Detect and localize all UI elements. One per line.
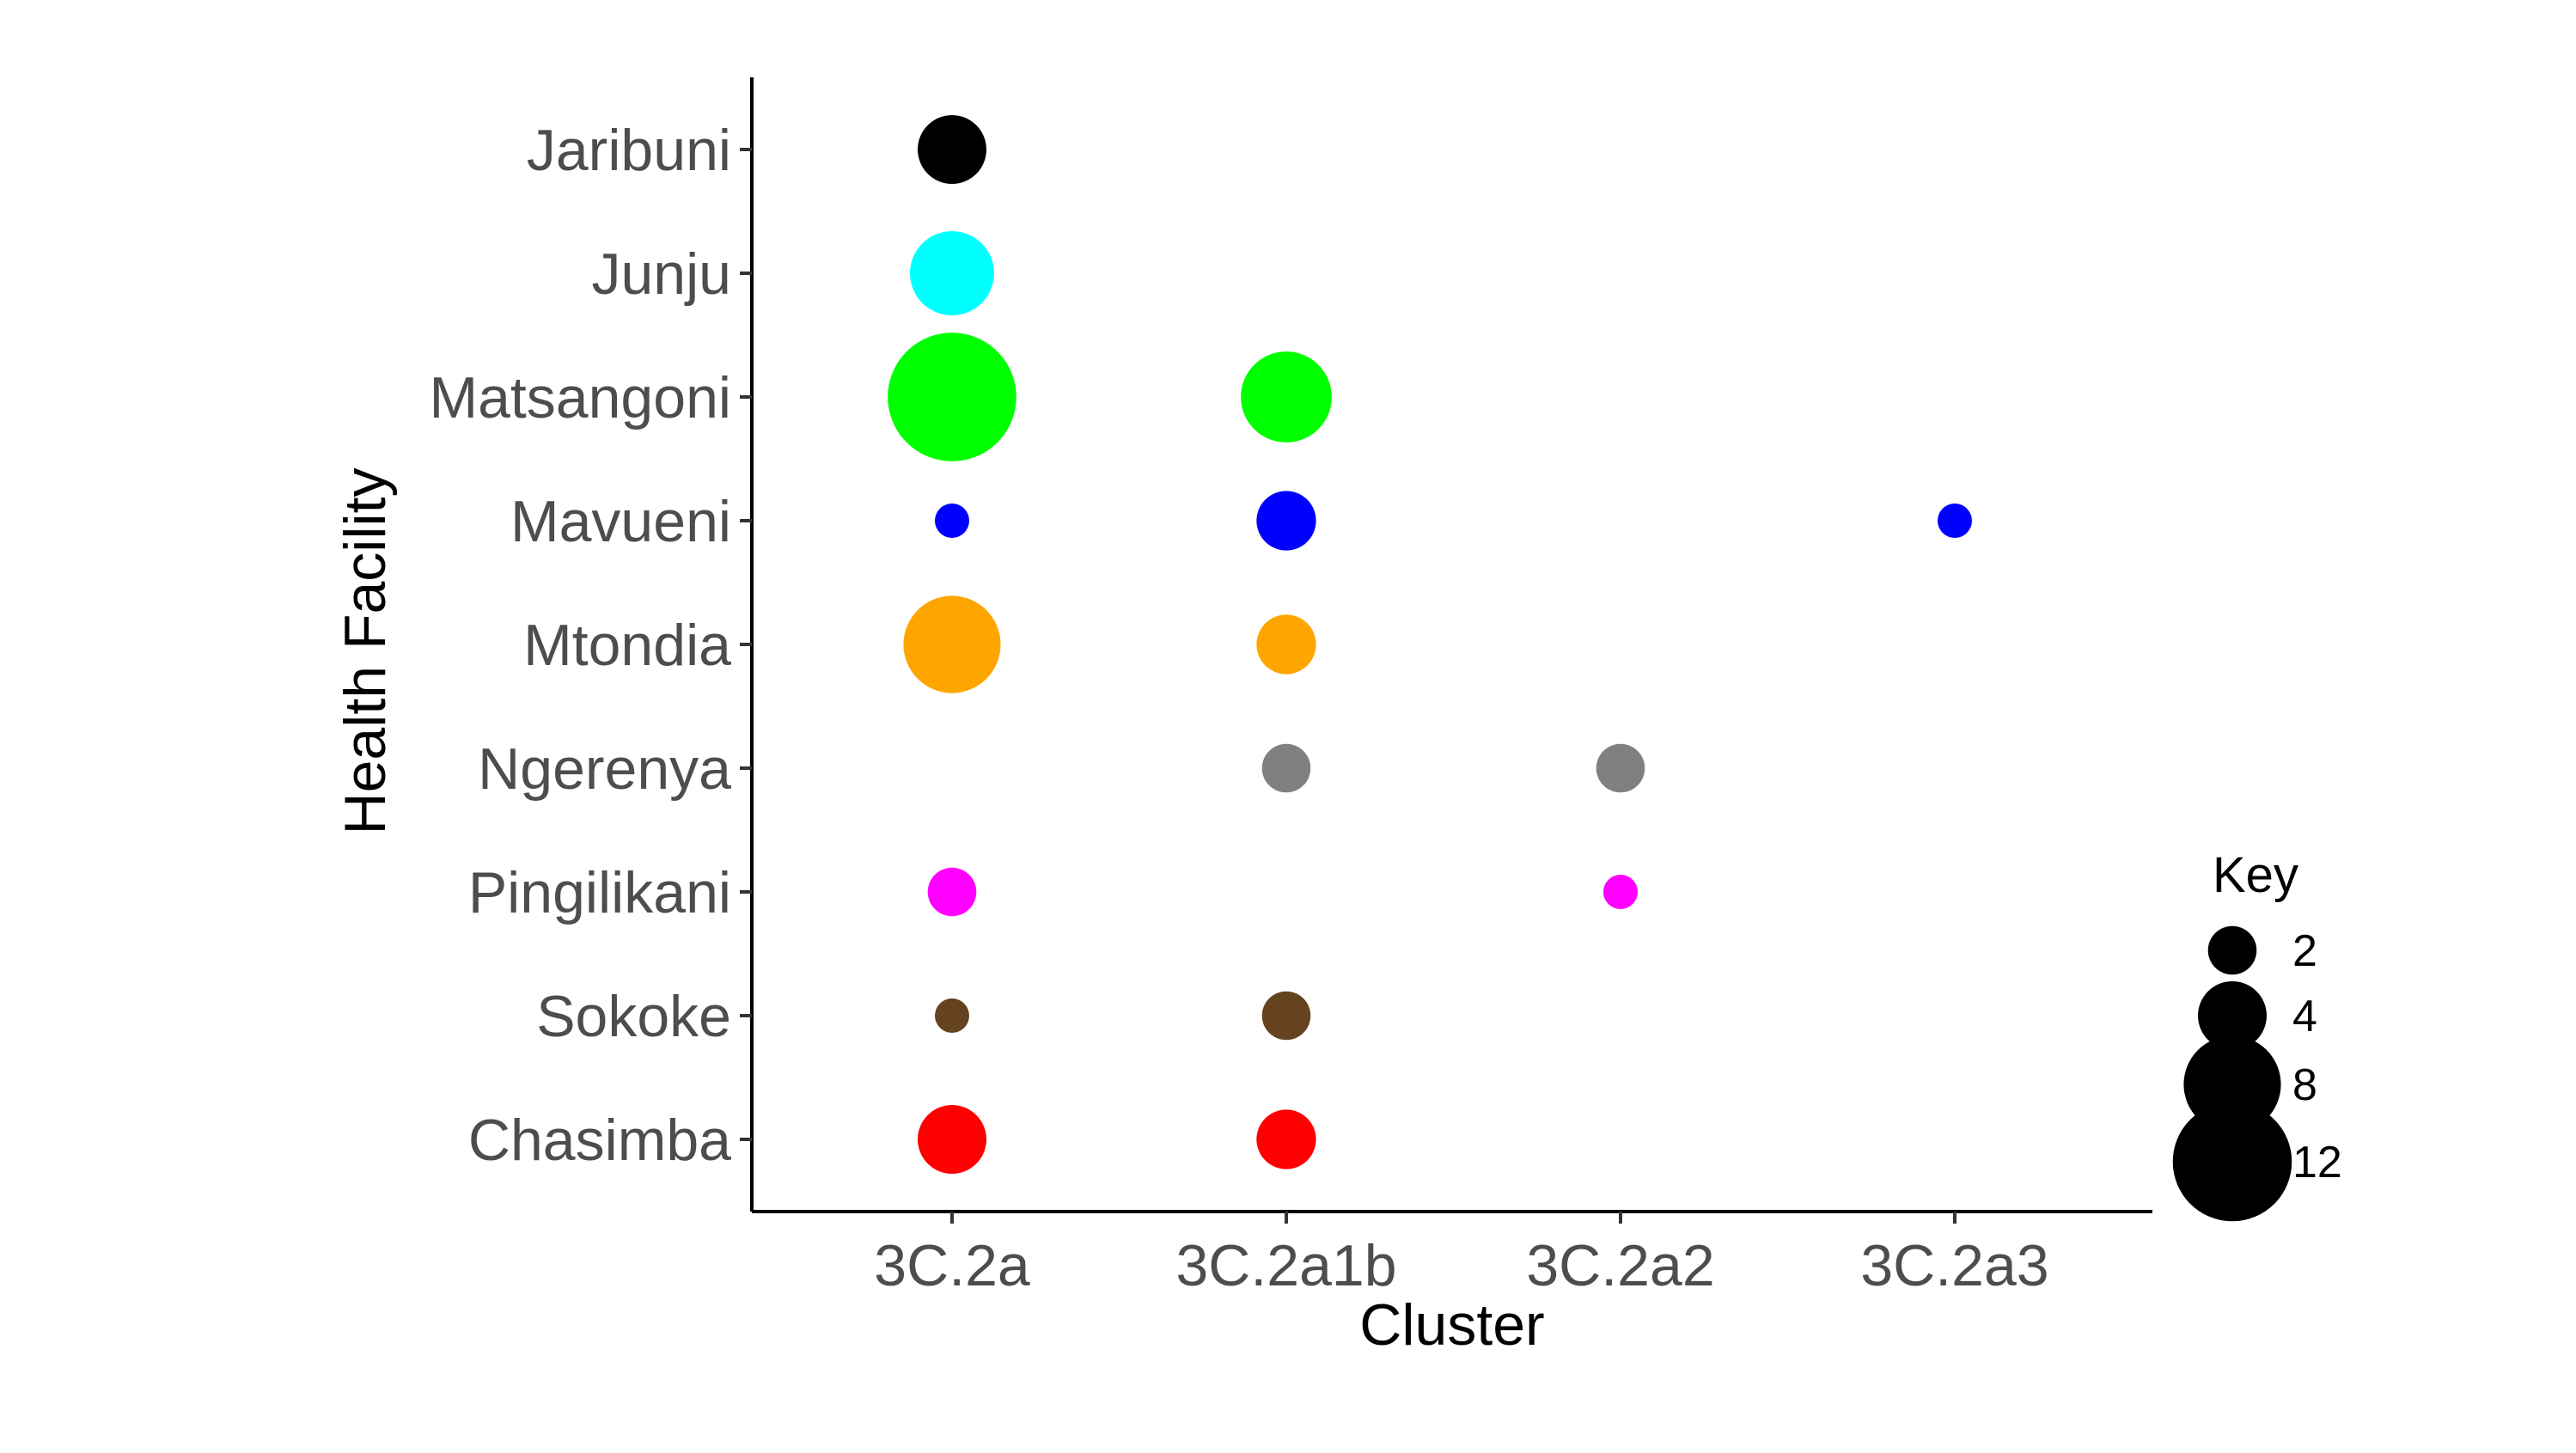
legend-key-label: 12 — [2292, 1138, 2342, 1187]
y-tick-label: Sokoke — [536, 984, 731, 1049]
y-tick-label: Mtondia — [523, 613, 731, 678]
y-tick-label: Matsangoni — [429, 365, 731, 430]
point-ngerenya-3c2a1b — [1261, 743, 1311, 793]
point-ngerenya-3c2a2 — [1596, 743, 1645, 793]
x-tick-label: 3C.2a — [874, 1233, 1030, 1298]
x-tick-label: 3C.2a1b — [1175, 1233, 1396, 1298]
y-tick-label: Jaribuni — [527, 118, 731, 183]
x-tick-label: 3C.2a2 — [1526, 1233, 1714, 1298]
point-matsangoni-3c2a1b — [1241, 351, 1332, 443]
point-mtondia-3c2a1b — [1256, 614, 1316, 675]
y-tick-label: Pingilikani — [468, 860, 731, 925]
point-chasimba-3c2a1b — [1256, 1109, 1316, 1169]
y-tick-label: Ngerenya — [478, 736, 731, 802]
legend-key-label: 4 — [2292, 992, 2317, 1041]
point-pingilikani-3c2a2 — [1603, 875, 1638, 909]
point-sokoke-3c2a1b — [1261, 991, 1311, 1041]
point-mavueni-3c2a3 — [1938, 504, 1972, 538]
data-points — [888, 115, 1972, 1174]
ticks: Jaribuni Junju Matsangoni Mavueni Mtondia Nge… — [429, 118, 2048, 1298]
point-jaribuni-3c2a — [918, 115, 986, 184]
y-tick-label: Mavueni — [510, 489, 731, 554]
point-mtondia-3c2a — [903, 595, 1001, 693]
size-legend: Key 2 4 8 12 — [2172, 847, 2342, 1222]
point-matsangoni-3c2a — [888, 333, 1016, 461]
legend-key-circle — [2172, 1102, 2292, 1222]
point-mavueni-3c2a1b — [1256, 491, 1316, 551]
legend-title: Key — [2213, 847, 2298, 903]
point-sokoke-3c2a — [935, 998, 969, 1033]
y-tick-label: Junju — [591, 241, 731, 307]
y-axis-title: Health Facility — [333, 467, 398, 834]
point-mavueni-3c2a — [935, 504, 969, 538]
legend-key-label: 2 — [2292, 926, 2317, 976]
x-tick-label: 3C.2a3 — [1860, 1233, 2048, 1298]
legend-key-circle — [2198, 981, 2267, 1050]
point-chasimba-3c2a — [918, 1105, 986, 1174]
x-axis-title: Cluster — [1359, 1292, 1544, 1358]
y-tick-label: Chasimba — [468, 1108, 731, 1173]
point-pingilikani-3c2a — [927, 867, 977, 917]
point-junju-3c2a — [910, 231, 994, 315]
legend-key-circle — [2207, 925, 2257, 975]
legend-key-label: 8 — [2292, 1060, 2317, 1110]
